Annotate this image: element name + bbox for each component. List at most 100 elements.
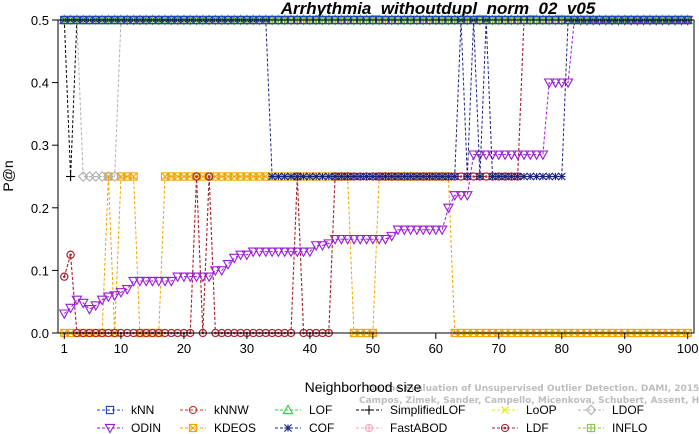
series-line [64, 19, 688, 177]
point-marker [381, 172, 390, 181]
point-marker [343, 172, 352, 181]
x-tick-label: 90 [617, 341, 631, 356]
legend-label: KDEOS [214, 421, 256, 434]
legend-item: FastABOD [356, 421, 448, 434]
point-marker [501, 172, 510, 181]
point-marker [109, 171, 121, 182]
point-marker [444, 172, 453, 181]
point-marker [526, 172, 535, 181]
point-marker [96, 295, 108, 306]
point-marker [305, 172, 314, 181]
point-marker [493, 150, 505, 161]
point-marker [160, 172, 170, 181]
point-marker [431, 172, 440, 181]
point-marker [279, 247, 291, 258]
point-marker [203, 272, 215, 283]
y-tick-label: 0.4 [31, 76, 49, 91]
x-tick-label: 60 [429, 341, 443, 356]
point-marker [503, 426, 507, 430]
point-marker [430, 225, 442, 236]
point-marker [129, 172, 138, 181]
point-marker [293, 172, 302, 181]
point-marker [484, 175, 488, 178]
point-marker [207, 175, 211, 178]
point-marker [121, 285, 133, 295]
series-line [63, 19, 688, 314]
point-marker [545, 172, 554, 181]
point-marker [116, 172, 126, 181]
point-marker [532, 172, 541, 181]
point-marker [394, 172, 403, 181]
point-marker [398, 225, 410, 236]
point-marker [329, 234, 341, 245]
point-marker [249, 172, 258, 181]
point-marker [417, 225, 429, 236]
series-odin [58, 15, 694, 320]
point-marker [211, 172, 220, 181]
point-marker [449, 191, 461, 202]
point-marker [77, 298, 89, 309]
legend-item: LOF [275, 403, 332, 417]
legend-item: kNN [97, 403, 154, 417]
point-marker [524, 150, 536, 161]
point-marker [316, 241, 329, 252]
point-marker [266, 247, 278, 258]
point-marker [474, 150, 486, 161]
legend-label: kNNW [214, 403, 249, 417]
legend-item: kNNW [180, 403, 249, 417]
point-marker [192, 172, 201, 181]
point-marker [284, 424, 292, 432]
point-marker [556, 78, 568, 89]
legend-item: COF [275, 421, 334, 434]
legend-label: LDOF [612, 403, 644, 417]
point-marker [235, 250, 247, 261]
point-marker [379, 234, 391, 245]
point-marker [472, 175, 475, 178]
x-tick-label: 10 [114, 341, 128, 356]
series-line [64, 19, 688, 177]
point-marker [159, 276, 171, 287]
point-marker [272, 247, 284, 258]
point-marker [188, 423, 198, 433]
point-marker [455, 191, 467, 202]
point-marker [459, 175, 463, 178]
point-marker [387, 172, 396, 181]
point-marker [337, 172, 346, 181]
point-marker [342, 234, 354, 245]
point-marker [318, 172, 327, 181]
point-marker [209, 266, 221, 277]
point-marker [65, 303, 77, 314]
point-marker [105, 405, 115, 415]
point-marker [367, 234, 379, 245]
y-tick-label: 0.3 [31, 138, 49, 153]
point-marker [102, 292, 114, 303]
point-marker [241, 250, 253, 261]
point-marker [280, 172, 289, 181]
point-marker [411, 225, 423, 236]
point-marker [354, 234, 366, 245]
point-marker [486, 150, 499, 161]
point-marker [442, 203, 454, 214]
point-marker [165, 276, 177, 287]
point-marker [255, 172, 264, 181]
point-marker [260, 247, 272, 258]
series-group [58, 14, 694, 338]
point-marker [242, 172, 252, 181]
point-marker [543, 78, 555, 89]
x-tick-label: 50 [366, 341, 380, 356]
y-tick-label: 0.5 [31, 13, 49, 28]
x-tick-label: 1 [61, 341, 68, 356]
legend-item: LDF [492, 421, 549, 434]
point-marker [461, 191, 473, 202]
point-marker [419, 172, 428, 181]
point-marker [216, 266, 228, 277]
point-marker [406, 172, 415, 181]
point-marker [128, 276, 140, 287]
legend-label: LoOP [526, 403, 557, 417]
point-marker [198, 172, 207, 181]
point-marker [450, 172, 459, 181]
point-marker [304, 247, 316, 258]
point-marker [538, 172, 547, 181]
point-marker [140, 276, 152, 287]
